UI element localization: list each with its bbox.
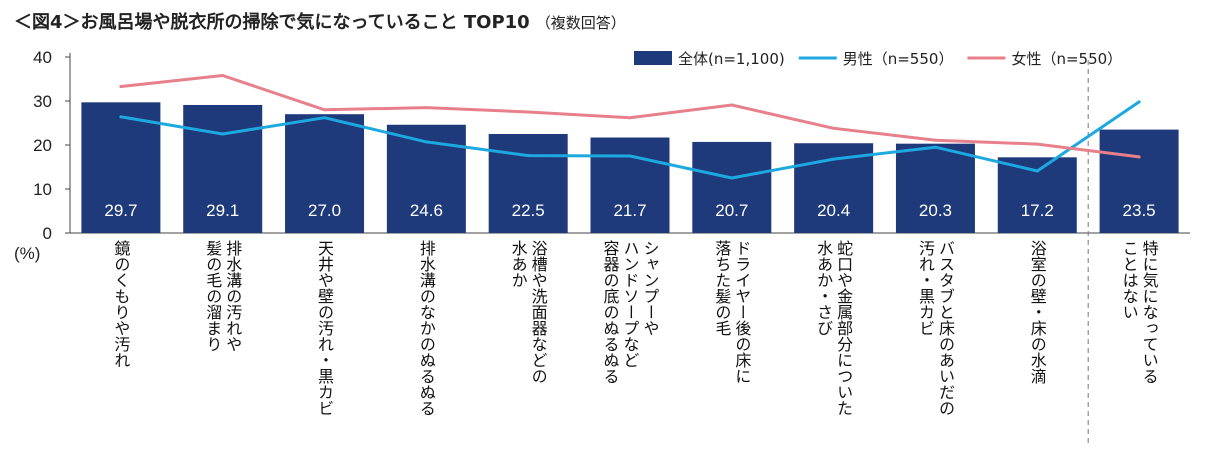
male-point: [119, 115, 123, 119]
category-label-text: 水あか: [509, 240, 528, 288]
legend-label: 女性（n=550）: [1011, 50, 1122, 68]
legend-male: 男性（n=550）: [798, 50, 954, 68]
category-label-text: バスタブと床のあいだの: [936, 240, 955, 416]
category-label-text: 容器の底のぬるぬる: [601, 240, 620, 384]
female-point: [628, 116, 632, 120]
female-point: [424, 106, 428, 110]
y-tick-label: 40: [33, 48, 52, 67]
category-label-text: 髪の毛の溜まり: [203, 240, 222, 352]
y-tick-label: 0: [43, 224, 52, 243]
legend-label: 全体(n=1,100): [678, 50, 785, 68]
chart-title-text: ＜図4＞お風呂場や脱衣所の掃除で気になっていること TOP10: [14, 11, 530, 33]
female-point: [730, 103, 734, 107]
bar: [692, 141, 772, 233]
category-label-text: 浴室の壁・床の水滴: [1028, 240, 1047, 385]
category-label-text: 蛇口や金属部分についた: [834, 240, 853, 416]
bar: [895, 143, 975, 233]
bars: 29.7 29.1 27.0 24.6 22.5 21.7 20.7 20.4 20.3 17.2…: [81, 102, 1179, 234]
category-label-text: 浴槽や洗面器などの: [529, 240, 548, 384]
female-point: [1035, 142, 1039, 146]
legend: 全体(n=1,100) 男性（n=550） 女性（n=550）: [634, 50, 1122, 68]
male-point: [323, 116, 327, 120]
chart-subtitle-text: （複数回答）: [536, 14, 626, 32]
legend-swatch: [634, 51, 672, 65]
y-tick-label: 10: [33, 180, 52, 199]
bar: [81, 102, 161, 233]
female-point: [832, 126, 836, 130]
category-label-text: ハンドソープなど: [621, 240, 640, 368]
category-label-text: 汚れ・黒カビ: [916, 240, 935, 336]
lines: [119, 73, 1141, 180]
category-label-text: 鏡のくもりや汚れ: [111, 239, 130, 368]
category-label-text: 排水溝の汚れや: [223, 240, 242, 352]
category-label: 排水溝のなかのぬるぬる: [417, 240, 436, 416]
bar-value-label: 29.1: [206, 201, 239, 220]
bar-value-label: 21.7: [613, 201, 646, 220]
category-label-text: 水あか・さび: [814, 240, 833, 336]
female-point: [119, 84, 123, 88]
category-label-text: 天井や壁の汚れ・黒カビ: [315, 240, 334, 416]
category-label-text: 排水溝のなかのぬるぬる: [417, 240, 436, 416]
male-point: [628, 154, 632, 158]
legend-all: 全体(n=1,100): [634, 50, 785, 68]
male-point: [424, 140, 428, 144]
category-label: 天井や壁の汚れ・黒カビ: [315, 240, 334, 416]
category-label: 浴室の壁・床の水滴: [1028, 240, 1047, 385]
bar-value-label: 23.5: [1123, 201, 1156, 220]
bar-value-label: 20.4: [817, 201, 850, 220]
male-point: [730, 176, 734, 180]
bar-value-label: 24.6: [410, 201, 443, 220]
female-point: [1137, 155, 1141, 159]
male-point: [832, 157, 836, 161]
bar: [997, 157, 1077, 233]
chart-title: ＜図4＞お風呂場や脱衣所の掃除で気になっていること TOP10 （複数回答）: [14, 11, 626, 33]
male-point: [1137, 100, 1141, 104]
bar: [1099, 129, 1179, 233]
bar-value-label: 20.3: [919, 201, 952, 220]
category-label-text: 特に気になっている: [1140, 240, 1159, 384]
male-point: [1035, 169, 1039, 173]
legend-label: 男性（n=550）: [843, 50, 954, 68]
category-label-text: ことはない: [1120, 240, 1139, 320]
category-label-text: ドライヤー後の床に: [732, 240, 751, 384]
male-point: [933, 145, 937, 149]
category-label: 鏡のくもりや汚れ: [111, 239, 130, 368]
bar: [285, 114, 365, 233]
category-label-text: シャンプーや: [641, 240, 660, 336]
bar: [590, 137, 670, 233]
legend-female: 女性（n=550）: [967, 50, 1122, 68]
female-point: [526, 110, 530, 114]
bar-value-label: 22.5: [512, 201, 545, 220]
male-point: [526, 154, 530, 158]
y-unit-label: (%): [14, 244, 40, 263]
female-point: [933, 138, 937, 142]
y-tick-label: 20: [33, 136, 52, 155]
bar: [183, 104, 263, 234]
bar: [488, 134, 568, 233]
category-label-text: 落ちた髪の毛: [712, 240, 731, 336]
bar-value-label: 17.2: [1021, 201, 1054, 220]
bar-value-label: 29.7: [104, 201, 137, 220]
bar-value-label: 20.7: [715, 201, 748, 220]
female-point: [323, 108, 327, 112]
y-tick-label: 30: [33, 92, 52, 111]
female-point: [221, 73, 225, 77]
male-point: [221, 132, 225, 136]
bar-value-label: 27.0: [308, 201, 341, 220]
